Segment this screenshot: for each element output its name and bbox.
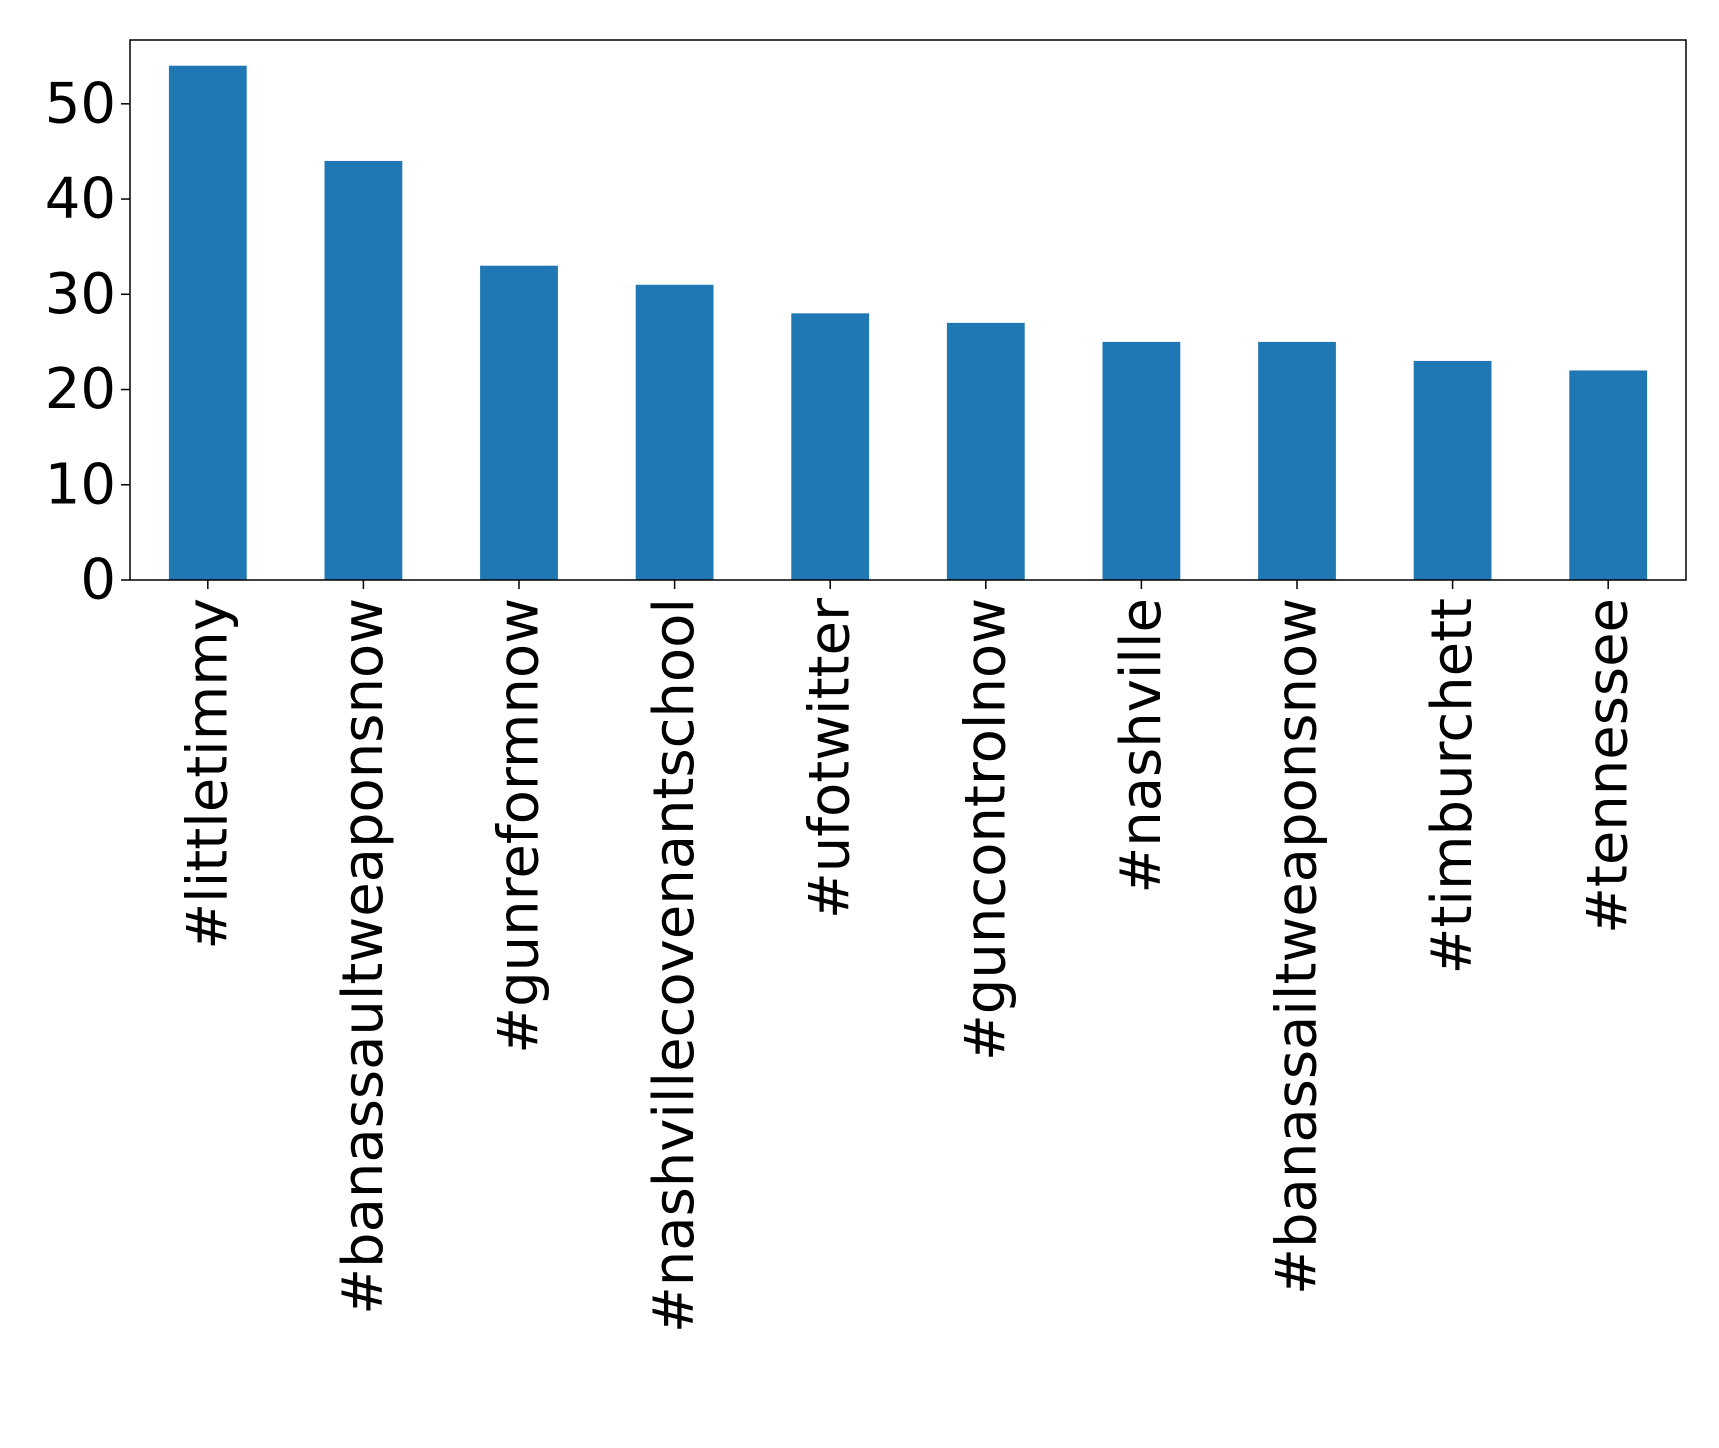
y-tick-label-5: 50 [45,71,116,136]
x-tick-label-1: #banassaultweaponsnow [331,598,396,1315]
x-tick-label-7: #banassailtweaponsnow [1265,598,1330,1295]
y-tick-label-1: 10 [45,452,116,517]
bar-7 [1258,341,1336,580]
bars-group [168,65,1648,580]
y-tick-label-2: 20 [45,357,116,422]
bar-1 [324,160,403,580]
y-axis: 0 10 20 30 40 50 [45,71,130,613]
bar-8 [1413,360,1492,580]
bar-6 [1102,341,1181,580]
bar-4 [791,313,870,580]
bar-0 [168,65,247,580]
x-tick-label-5: #guncontrolnow [953,598,1018,1061]
plot-area-frame [129,39,1687,581]
bar-5 [946,322,1025,580]
y-tick-label-3: 30 [45,262,116,327]
x-tick-label-6: #nashville [1109,598,1174,894]
bar-3 [635,284,714,580]
y-tick-label-4: 40 [45,167,116,232]
y-tick-label-0: 0 [80,548,116,613]
bar-2 [480,265,558,580]
x-tick-label-0: #littletimmy [175,598,240,950]
x-tick-label-9: #tennessee [1576,598,1641,934]
x-axis: #littletimmy #banassaultweaponsnow #gunref… [175,580,1641,1333]
x-tick-label-2: #gunreformnow [487,598,552,1054]
bar-9 [1569,370,1648,580]
x-tick-label-8: #timburchett [1420,598,1485,974]
x-tick-label-4: #ufotwitter [798,597,863,919]
x-tick-label-3: #nashvillecovenantschool [642,598,707,1333]
